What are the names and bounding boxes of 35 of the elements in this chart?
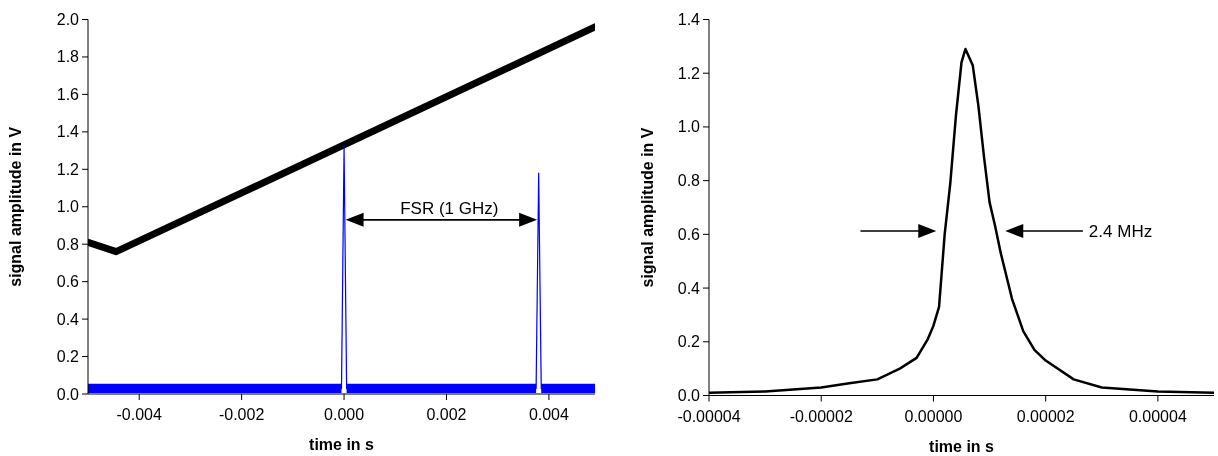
y-tick-label: 0.6	[56, 273, 80, 291]
x-axis-title: time in s	[309, 436, 375, 453]
x-tick-label: 0.002	[426, 406, 467, 423]
y-tick-label: 0.4	[56, 310, 80, 328]
x-tick-label: 0.00004	[1128, 407, 1187, 425]
x-tick-label: -0.004	[116, 406, 162, 423]
y-tick-label: 1.2	[56, 160, 80, 178]
x-tick-label: -0.002	[218, 406, 265, 423]
y-tick-label: 1.6	[56, 85, 80, 103]
y-tick-label: 1.0	[677, 118, 701, 136]
y-tick-label: 0.2	[677, 333, 701, 351]
y-tick-label: 1.8	[56, 48, 80, 66]
y-tick-label: 2.0	[56, 11, 80, 28]
annotation: 2.4 MHz	[1088, 221, 1153, 241]
y-tick-label: 0.8	[677, 172, 701, 190]
y-tick-label: 1.0	[56, 198, 80, 216]
x-tick-label: 0.00000	[904, 407, 963, 425]
annotation: FSR (1 GHz)	[400, 198, 499, 218]
x-tick-label: 0.00002	[1016, 407, 1075, 425]
x-axis-title: time in s	[929, 437, 995, 455]
y-tick-label: 0.0	[677, 387, 701, 404]
x-tick-label: 0.000	[324, 406, 365, 423]
y-tick-label: 0.4	[677, 279, 701, 297]
y-tick-label: 0.0	[56, 385, 80, 403]
x-tick-label: -0.00004	[677, 407, 741, 425]
x-tick-label: 0.004	[528, 406, 570, 423]
y-axis-title: signal amplitude in V	[639, 127, 656, 288]
y-tick-label: 0.8	[56, 235, 80, 253]
y-tick-label: 1.4	[56, 123, 80, 141]
y-tick-label: 1.4	[677, 11, 701, 28]
y-tick-label: 0.6	[677, 225, 701, 243]
y-axis-title: signal amplitude in V	[7, 126, 24, 287]
y-tick-label: 0.2	[56, 348, 80, 366]
x-tick-label: -0.00002	[789, 407, 853, 425]
y-tick-label: 1.2	[677, 64, 701, 82]
